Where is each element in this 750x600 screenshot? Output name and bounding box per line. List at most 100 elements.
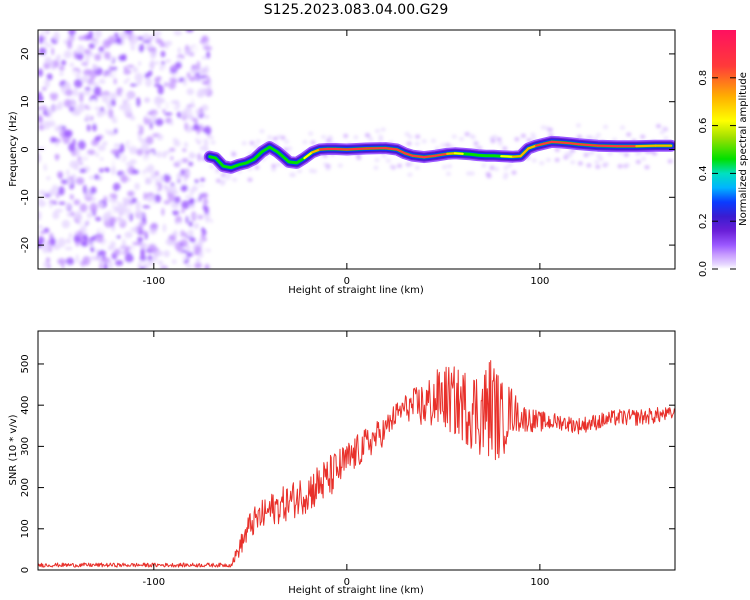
noise-blob [198, 239, 203, 248]
halo-speck [321, 135, 327, 139]
noise-blob [102, 72, 108, 77]
noise-blob [91, 85, 95, 92]
noise-blob [38, 138, 43, 144]
noise-blob [159, 174, 164, 183]
noise-blob [86, 212, 93, 219]
colorbar-tick-label: 0.2 [698, 213, 709, 229]
noise-blob [109, 216, 117, 224]
noise-blob [66, 169, 70, 177]
halo-speck [381, 153, 387, 158]
ridge-core [345, 147, 368, 151]
noise-blob [201, 80, 210, 85]
noise-blob [206, 220, 212, 228]
noise-blob [130, 45, 136, 51]
noise-blob [79, 217, 87, 227]
ridge-core [534, 142, 545, 147]
noise-blob [45, 163, 55, 168]
halo-speck [577, 161, 583, 166]
noise-blob [106, 100, 113, 109]
noise-blob [167, 212, 172, 218]
halo-speck [397, 163, 403, 168]
noise-blob [57, 237, 66, 248]
noise-blob [169, 120, 174, 126]
halo-speck [276, 162, 282, 167]
halo-speck [302, 140, 308, 145]
noise-blob [180, 184, 188, 192]
noise-blob [94, 106, 101, 110]
noise-blob [149, 151, 155, 159]
noise-blob [108, 108, 114, 119]
noise-blob [177, 247, 182, 252]
noise-blob [130, 197, 138, 204]
halo-speck [272, 136, 278, 141]
halo-speck [545, 158, 551, 162]
noise-blob [123, 106, 132, 116]
noise-blob [110, 149, 120, 155]
noise-blob [163, 82, 168, 87]
halo-speck [220, 179, 226, 184]
ridge-core [511, 155, 522, 158]
noise-blob [170, 156, 174, 161]
noise-blob [91, 241, 95, 247]
noise-blob [58, 124, 63, 133]
halo-speck [297, 169, 303, 174]
halo-speck [208, 135, 214, 140]
halo-speck [407, 172, 413, 177]
halo-speck [289, 172, 295, 177]
halo-speck [635, 159, 641, 164]
ridge-core [423, 154, 437, 159]
noise-blob [176, 111, 182, 119]
noise-blob [74, 40, 79, 51]
noise-blob [64, 246, 73, 251]
noise-blob [75, 254, 79, 264]
noise-blob [195, 199, 200, 203]
noise-blob [143, 97, 151, 103]
noise-blob [171, 64, 177, 71]
halo-speck [406, 141, 412, 146]
noise-blob [149, 49, 157, 60]
noise-blob [88, 30, 94, 39]
halo-speck [368, 137, 374, 142]
halo-speck [503, 172, 509, 177]
noise-blob [129, 146, 138, 155]
halo-speck [626, 132, 632, 137]
noise-blob [121, 89, 130, 100]
halo-speck [378, 137, 384, 142]
noise-blob [56, 192, 60, 199]
halo-speck [563, 155, 569, 160]
halo-speck [325, 138, 331, 143]
halo-speck [545, 126, 551, 131]
halo-speck [364, 133, 370, 138]
noise-blob [164, 112, 173, 116]
noise-blob [119, 248, 125, 253]
halo-speck [470, 135, 476, 140]
noise-blob [188, 229, 194, 237]
noise-blob [155, 177, 159, 184]
noise-blob [174, 117, 179, 128]
noise-blob [161, 151, 167, 158]
noise-blob [127, 92, 134, 99]
noise-blob [122, 238, 126, 249]
colorbar-tick-label: 0.8 [698, 70, 709, 86]
noise-blob [90, 82, 99, 86]
noise-blob [182, 148, 187, 152]
noise-blob [110, 240, 116, 250]
noise-blob [144, 177, 153, 185]
noise-blob [63, 129, 72, 138]
colorbar-tick-label: 0.0 [698, 261, 709, 277]
noise-blob [66, 202, 71, 210]
noise-blob [112, 182, 121, 192]
noise-blob [69, 160, 79, 169]
noise-blob [86, 124, 91, 132]
halo-speck [271, 167, 277, 172]
noise-blob [123, 103, 131, 107]
noise-blob [186, 251, 194, 257]
noise-blob [127, 177, 131, 182]
halo-speck [607, 151, 613, 156]
noise-blob [195, 80, 203, 85]
noise-blob [150, 34, 157, 39]
noise-blob [56, 171, 64, 179]
snr-ylabel: SNR (10 * v/v) [8, 414, 19, 485]
noise-blob [204, 138, 209, 148]
halo-speck [446, 171, 451, 176]
